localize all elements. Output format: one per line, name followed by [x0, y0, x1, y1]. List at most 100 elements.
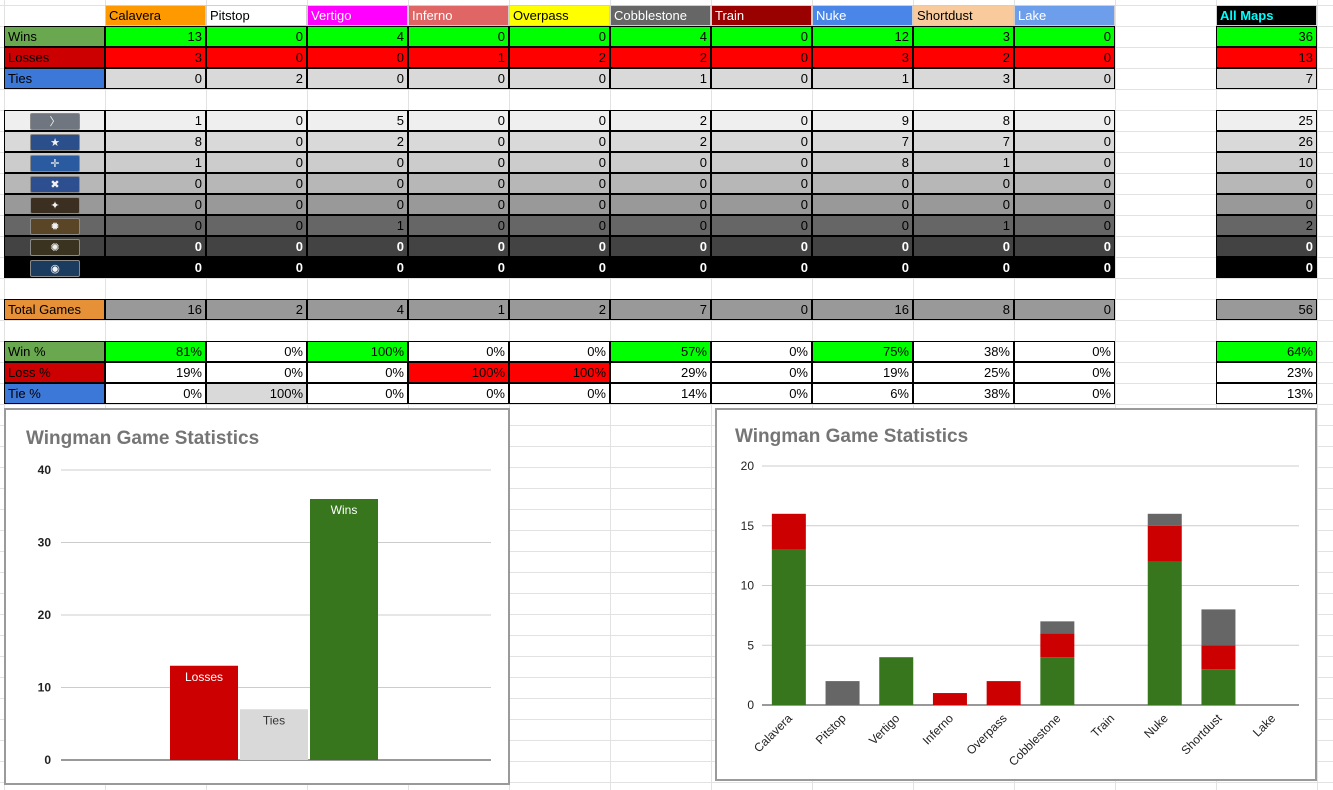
map-header-cell[interactable]: Train [711, 5, 812, 26]
rank-value-cell[interactable]: 2 [307, 131, 408, 152]
rank-value-cell[interactable]: 0 [408, 194, 509, 215]
rank-value-cell[interactable]: 1 [913, 152, 1014, 173]
rank-value-cell[interactable]: 0 [711, 110, 812, 131]
rank-value-cell[interactable]: 0 [913, 173, 1014, 194]
rank-value-cell[interactable]: 7 [812, 131, 913, 152]
rank-value-cell[interactable]: 1 [105, 110, 206, 131]
rank-value-cell[interactable]: 5 [307, 110, 408, 131]
result-total-cell[interactable]: 13 [1216, 47, 1317, 68]
result-value-cell[interactable]: 3 [105, 47, 206, 68]
percent-value-cell[interactable]: 0% [711, 341, 812, 362]
rank-value-cell[interactable]: 0 [408, 173, 509, 194]
rank-value-cell[interactable]: 0 [1014, 152, 1115, 173]
percent-value-cell[interactable]: 29% [610, 362, 711, 383]
row-label-cell[interactable]: Tie % [4, 383, 105, 404]
rank-value-cell[interactable]: 0 [307, 236, 408, 257]
rank-value-cell[interactable]: 0 [711, 131, 812, 152]
rank-total-cell[interactable]: 0 [1216, 236, 1317, 257]
rank-value-cell[interactable]: 0 [206, 173, 307, 194]
rank-value-cell[interactable]: 0 [408, 257, 509, 278]
result-value-cell[interactable]: 0 [1014, 26, 1115, 47]
rank-value-cell[interactable]: 0 [812, 257, 913, 278]
rank-value-cell[interactable]: 2 [610, 131, 711, 152]
total-games-cell[interactable]: 0 [1014, 299, 1115, 320]
row-label-cell[interactable]: Total Games [4, 299, 105, 320]
rank-value-cell[interactable]: 0 [1014, 215, 1115, 236]
rank-label-cell[interactable]: ✦ [4, 194, 105, 215]
rank-value-cell[interactable]: 0 [206, 257, 307, 278]
result-value-cell[interactable]: 0 [509, 68, 610, 89]
percent-value-cell[interactable]: 100% [206, 383, 307, 404]
percent-value-cell[interactable]: 0% [1014, 362, 1115, 383]
rank-value-cell[interactable]: 0 [1014, 257, 1115, 278]
percent-value-cell[interactable]: 38% [913, 383, 1014, 404]
percent-value-cell[interactable]: 81% [105, 341, 206, 362]
percent-value-cell[interactable]: 19% [105, 362, 206, 383]
percent-value-cell[interactable]: 0% [408, 383, 509, 404]
percent-value-cell[interactable]: 19% [812, 362, 913, 383]
percent-value-cell[interactable]: 0% [711, 362, 812, 383]
rank-value-cell[interactable]: 0 [307, 173, 408, 194]
rank-value-cell[interactable]: 0 [1014, 131, 1115, 152]
rank-value-cell[interactable]: 0 [509, 110, 610, 131]
rank-value-cell[interactable]: 0 [105, 173, 206, 194]
total-games-cell[interactable]: 16 [105, 299, 206, 320]
percent-value-cell[interactable]: 0% [206, 341, 307, 362]
rank-label-cell[interactable]: ◉ [4, 257, 105, 278]
percent-value-cell[interactable]: 0% [1014, 383, 1115, 404]
rank-value-cell[interactable]: 0 [610, 194, 711, 215]
rank-label-cell[interactable]: ★ [4, 131, 105, 152]
rank-total-cell[interactable]: 25 [1216, 110, 1317, 131]
total-games-cell[interactable]: 0 [711, 299, 812, 320]
rank-value-cell[interactable]: 0 [105, 257, 206, 278]
rank-total-cell[interactable]: 10 [1216, 152, 1317, 173]
rank-value-cell[interactable]: 0 [408, 152, 509, 173]
rank-value-cell[interactable]: 0 [711, 194, 812, 215]
percent-value-cell[interactable]: 0% [206, 362, 307, 383]
map-header-cell[interactable]: Vertigo [307, 5, 408, 26]
map-header-cell[interactable]: Cobblestone [610, 5, 711, 26]
rank-value-cell[interactable]: 0 [812, 194, 913, 215]
total-games-all-cell[interactable]: 56 [1216, 299, 1317, 320]
percent-value-cell[interactable]: 100% [408, 362, 509, 383]
result-value-cell[interactable]: 1 [812, 68, 913, 89]
rank-value-cell[interactable]: 0 [408, 215, 509, 236]
result-value-cell[interactable]: 3 [812, 47, 913, 68]
row-label-cell[interactable]: Win % [4, 341, 105, 362]
rank-value-cell[interactable]: 0 [307, 194, 408, 215]
result-value-cell[interactable]: 0 [711, 68, 812, 89]
rank-value-cell[interactable]: 0 [509, 152, 610, 173]
percent-value-cell[interactable]: 100% [307, 341, 408, 362]
rank-total-cell[interactable]: 2 [1216, 215, 1317, 236]
rank-value-cell[interactable]: 0 [711, 257, 812, 278]
result-value-cell[interactable]: 0 [307, 47, 408, 68]
rank-value-cell[interactable]: 8 [812, 152, 913, 173]
rank-value-cell[interactable]: 0 [1014, 110, 1115, 131]
rank-value-cell[interactable]: 8 [105, 131, 206, 152]
rank-label-cell[interactable]: ✛ [4, 152, 105, 173]
result-value-cell[interactable]: 4 [610, 26, 711, 47]
map-header-cell[interactable]: Overpass [509, 5, 610, 26]
result-value-cell[interactable]: 0 [509, 26, 610, 47]
result-value-cell[interactable]: 12 [812, 26, 913, 47]
result-value-cell[interactable]: 2 [206, 68, 307, 89]
result-value-cell[interactable]: 0 [711, 26, 812, 47]
total-games-cell[interactable]: 7 [610, 299, 711, 320]
row-label-cell[interactable]: Losses [4, 47, 105, 68]
rank-value-cell[interactable]: 0 [812, 236, 913, 257]
rank-total-cell[interactable]: 26 [1216, 131, 1317, 152]
total-games-cell[interactable]: 8 [913, 299, 1014, 320]
percent-total-cell[interactable]: 64% [1216, 341, 1317, 362]
rank-value-cell[interactable]: 0 [105, 194, 206, 215]
map-header-cell[interactable]: Pitstop [206, 5, 307, 26]
rank-value-cell[interactable]: 0 [711, 215, 812, 236]
rank-value-cell[interactable]: 0 [105, 236, 206, 257]
result-value-cell[interactable]: 0 [307, 68, 408, 89]
rank-label-cell[interactable]: ✖ [4, 173, 105, 194]
rank-value-cell[interactable]: 0 [105, 215, 206, 236]
result-value-cell[interactable]: 0 [206, 26, 307, 47]
rank-value-cell[interactable]: 0 [206, 131, 307, 152]
rank-value-cell[interactable]: 0 [206, 215, 307, 236]
percent-total-cell[interactable]: 23% [1216, 362, 1317, 383]
rank-value-cell[interactable]: 0 [206, 152, 307, 173]
